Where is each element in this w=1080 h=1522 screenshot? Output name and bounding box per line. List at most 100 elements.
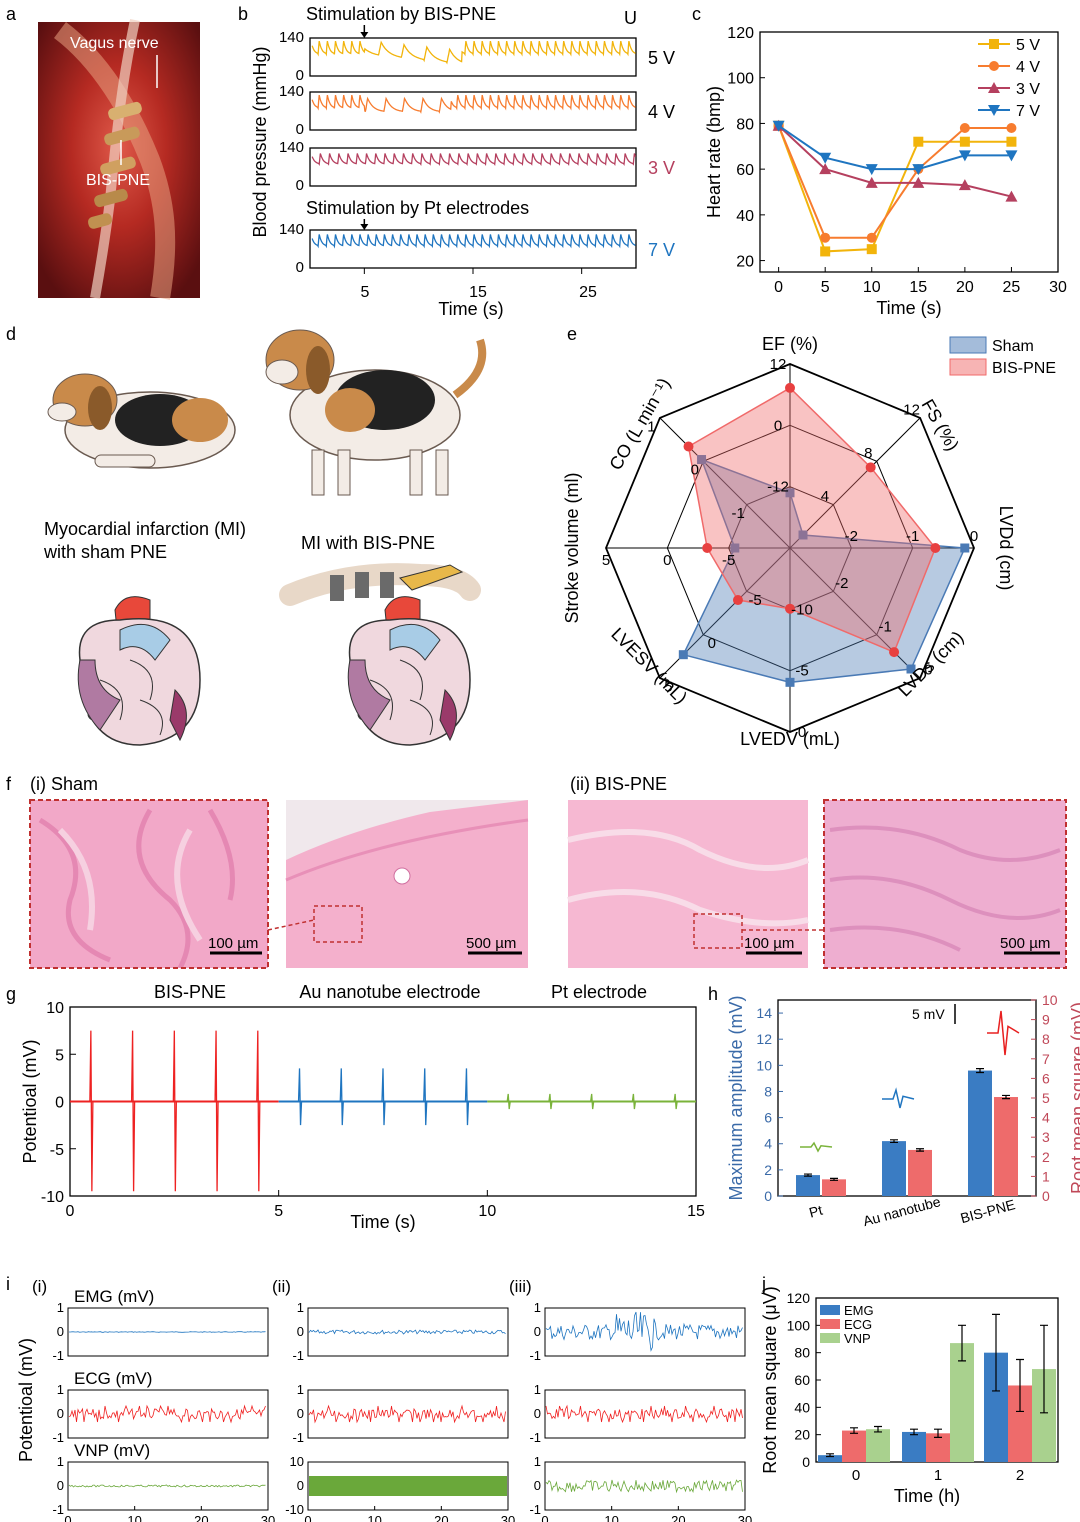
- radar-tick-4-1: -5: [795, 663, 808, 680]
- c-point-3-5: [1005, 150, 1018, 162]
- i-ytick-1-1-1: 0: [297, 1406, 304, 1421]
- radar-legend-label-0: Sham: [992, 338, 1034, 355]
- j-legend-swatch-0: [820, 1305, 840, 1315]
- trace-frame-1: [309, 91, 637, 131]
- c-line-1: [777, 125, 1012, 239]
- i-ytick-0-2-0: 1: [534, 1300, 541, 1315]
- c-xlabel: Time (s): [876, 298, 941, 318]
- surgical-photo: [38, 18, 200, 300]
- panel-letter-h: h: [708, 984, 718, 1004]
- g-xtick-3: 15: [687, 1203, 705, 1220]
- label-f-sham: (i) Sham: [30, 774, 98, 794]
- b-xtick-1: 15: [469, 284, 487, 301]
- c-legend-marker-1: [989, 61, 999, 71]
- radar-tick-5-0: -5: [748, 592, 761, 609]
- i-trace-2-2: [545, 1479, 743, 1494]
- j-bar-0-1: [902, 1431, 926, 1462]
- ytick-bottom-3: 0: [296, 259, 304, 276]
- j-legend-swatch-2: [820, 1333, 840, 1343]
- radar-axis-label-0: EF (%): [762, 334, 818, 354]
- g-label-pt: Pt electrode: [551, 982, 647, 1002]
- i-xtick-1-1: 10: [367, 1513, 381, 1522]
- panel-letter-d: d: [6, 324, 16, 344]
- h-ytick-left-7: 14: [756, 1005, 772, 1021]
- ytick-top-0: 140: [279, 29, 304, 46]
- c-ytick-4: 100: [727, 71, 754, 88]
- c-xtick-6: 30: [1049, 279, 1067, 296]
- potential-chart: 0 5 10 15 -10 -5 0 5 10 Time (s) Potentioal (mV): [20, 1000, 705, 1232]
- radar-tick-1-1: 8: [864, 445, 872, 462]
- radar-tick-2-0: -2: [845, 528, 858, 545]
- radar-tick-4-0: -10: [791, 601, 813, 618]
- trace-2: [311, 153, 637, 166]
- i-trace-2-0: [68, 1484, 266, 1488]
- i-xtick-0-3: 30: [261, 1513, 275, 1522]
- g-spike-1-2: [381, 1068, 386, 1126]
- g-label-bis: BIS-PNE: [154, 982, 226, 1002]
- i-xtick-1-0: 0: [304, 1513, 311, 1522]
- c-xtick-4: 20: [956, 279, 974, 296]
- panel-letter-e: e: [567, 324, 577, 344]
- i-frame-1-2: [544, 1389, 746, 1439]
- panel-note-u: U: [624, 8, 637, 28]
- h-ytick-left-1: 2: [764, 1162, 772, 1178]
- i-col-label-2: (iii): [509, 1277, 532, 1296]
- h-ytick-right-9: 9: [1042, 1012, 1050, 1028]
- radar-axis-label-2: LVDd (cm): [996, 506, 1016, 591]
- radar-point-1-5: [732, 595, 743, 606]
- i-row-label-0: EMG (mV): [74, 1287, 154, 1306]
- radar-tick-6-0: -5: [722, 552, 735, 569]
- c-point-1-1: [820, 232, 831, 243]
- j-ytick-2: 40: [794, 1399, 810, 1415]
- i-trace-2-1: [309, 1476, 507, 1496]
- radar-tick-4-2: 0: [798, 724, 806, 741]
- h-bar-0-2: [968, 1070, 992, 1196]
- i-xtick-2-3: 30: [738, 1513, 752, 1522]
- j-bar-1-1: [926, 1433, 950, 1462]
- radar-point-0-5: [678, 650, 688, 660]
- i-ytick-1-1-2: -1: [292, 1430, 304, 1445]
- c-ylabel: Heart rate (bmp): [704, 86, 724, 218]
- c-point-1-4: [959, 123, 970, 133]
- i-xtick-2-1: 10: [604, 1513, 618, 1522]
- j-err-0-2: [992, 1313, 1000, 1392]
- radar-tick-5-2: 5: [664, 679, 672, 696]
- h-ytick-left-3: 6: [764, 1110, 772, 1126]
- c-point-2-2: [865, 176, 878, 188]
- h-ylabel-right: Root mean square (mV): [1068, 1002, 1080, 1194]
- g-ytick-0: -10: [41, 1189, 64, 1206]
- panel-letter-c: c: [692, 4, 701, 24]
- radar-tick-3-0: -2: [835, 575, 848, 592]
- radar-tick-2-2: 0: [970, 528, 978, 545]
- scale-f1: 100 µm: [208, 935, 258, 952]
- c-point-3-1: [819, 152, 832, 164]
- panel-letter-i: i: [6, 1274, 10, 1294]
- j-bar-2-1: [950, 1343, 974, 1462]
- i-ytick-1-2-2: -1: [529, 1430, 541, 1445]
- radar-axis-label-7: CO (L min⁻¹): [605, 374, 674, 473]
- radar-axis-label-1: FS (%): [918, 396, 963, 454]
- radar-point-1-1: [865, 462, 876, 473]
- radar-tick-3-1: -1: [879, 618, 892, 635]
- g-ylabel: Potentioal (mV): [20, 1039, 40, 1163]
- nerve-electrode-illustration: [279, 563, 481, 606]
- h-xtick-0: Pt: [807, 1202, 824, 1221]
- j-xtick-0: 0: [852, 1467, 860, 1484]
- i-ytick-1-0-0: 1: [57, 1382, 64, 1397]
- panel-letter-b: b: [238, 4, 248, 24]
- c-legend-label-0: 5 V: [1016, 37, 1040, 54]
- panel-letter-a: a: [6, 4, 17, 24]
- i-row-label-1: ECG (mV): [74, 1369, 152, 1388]
- radar-spoke-1: [789, 417, 921, 549]
- label-mi-sham-line2: with sham PNE: [43, 542, 167, 562]
- radar-tick-3-2: 0: [924, 662, 932, 679]
- g-spike-0-2: [172, 1030, 177, 1192]
- annotation-bis-stim: Stimulation by BIS-PNE: [306, 4, 496, 24]
- i-ytick-0-0-1: 0: [57, 1324, 64, 1339]
- g-ytick-3: 5: [55, 1047, 64, 1064]
- h-wave-au: [882, 1087, 915, 1109]
- g-xtick-2: 10: [478, 1203, 496, 1220]
- b-xtick-2: 25: [579, 284, 597, 301]
- i-ytick-0-1-1: 0: [297, 1324, 304, 1339]
- j-legend-label-1: ECG: [844, 1317, 872, 1332]
